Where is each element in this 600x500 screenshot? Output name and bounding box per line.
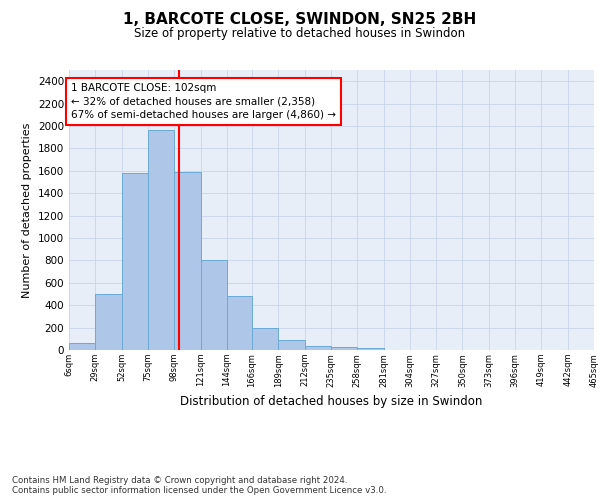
Bar <box>174 172 200 350</box>
Bar <box>95 294 122 350</box>
Bar <box>252 328 278 350</box>
Bar <box>227 296 252 350</box>
Bar <box>69 344 95 350</box>
Bar <box>357 348 383 350</box>
Text: 1, BARCOTE CLOSE, SWINDON, SN25 2BH: 1, BARCOTE CLOSE, SWINDON, SN25 2BH <box>124 12 476 28</box>
X-axis label: Distribution of detached houses by size in Swindon: Distribution of detached houses by size … <box>181 395 482 408</box>
Text: Size of property relative to detached houses in Swindon: Size of property relative to detached ho… <box>134 28 466 40</box>
Bar <box>305 346 331 350</box>
Bar <box>122 173 148 350</box>
Bar <box>331 347 357 350</box>
Text: 1 BARCOTE CLOSE: 102sqm
← 32% of detached houses are smaller (2,358)
67% of semi: 1 BARCOTE CLOSE: 102sqm ← 32% of detache… <box>71 84 336 120</box>
Bar <box>200 260 227 350</box>
Bar <box>278 340 305 350</box>
Bar <box>148 130 174 350</box>
Y-axis label: Number of detached properties: Number of detached properties <box>22 122 32 298</box>
Text: Contains HM Land Registry data © Crown copyright and database right 2024.
Contai: Contains HM Land Registry data © Crown c… <box>12 476 386 495</box>
